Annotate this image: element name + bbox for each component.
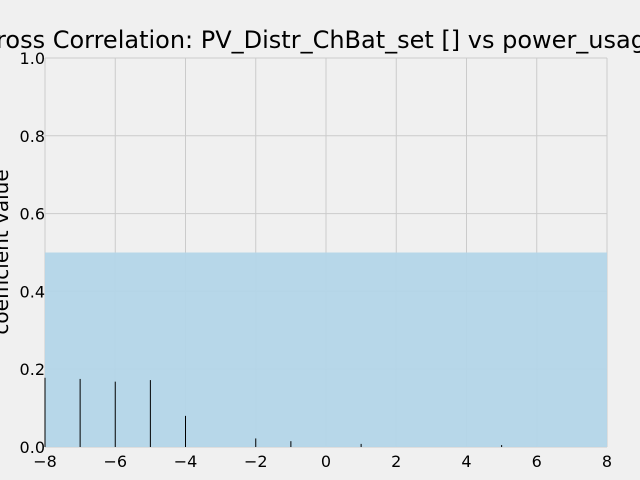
x-tick-label: −6: [103, 452, 127, 471]
y-tick-label: 0.8: [20, 127, 45, 146]
chart-title: Cross Correlation: PV_Distr_ChBat_set []…: [0, 26, 640, 54]
x-tick-label: −2: [244, 452, 268, 471]
correlation-bars: [44, 377, 503, 447]
y-tick-label: 1.0: [20, 49, 45, 68]
x-tick-labels: −8 −6 −4 −2 0 2 4 6 8: [33, 452, 612, 471]
y-tick-label: 0.4: [20, 282, 45, 301]
x-tick-label: 6: [532, 452, 542, 471]
y-tick-label: 0.2: [20, 360, 45, 379]
y-tick-label: 0.0: [20, 438, 45, 457]
x-tick-label: −4: [174, 452, 198, 471]
threshold-band: [45, 252, 607, 447]
x-tick-label: 2: [391, 452, 401, 471]
y-tick-label: 0.6: [20, 205, 45, 224]
x-tick-label: 8: [602, 452, 612, 471]
x-tick-label: 0: [321, 452, 331, 471]
y-axis-label: coefficient value: [0, 169, 13, 334]
x-tick-label: −8: [33, 452, 57, 471]
y-tick-labels: 0.0 0.2 0.4 0.6 0.8 1.0: [20, 49, 45, 457]
x-tick-label: 4: [461, 452, 471, 471]
